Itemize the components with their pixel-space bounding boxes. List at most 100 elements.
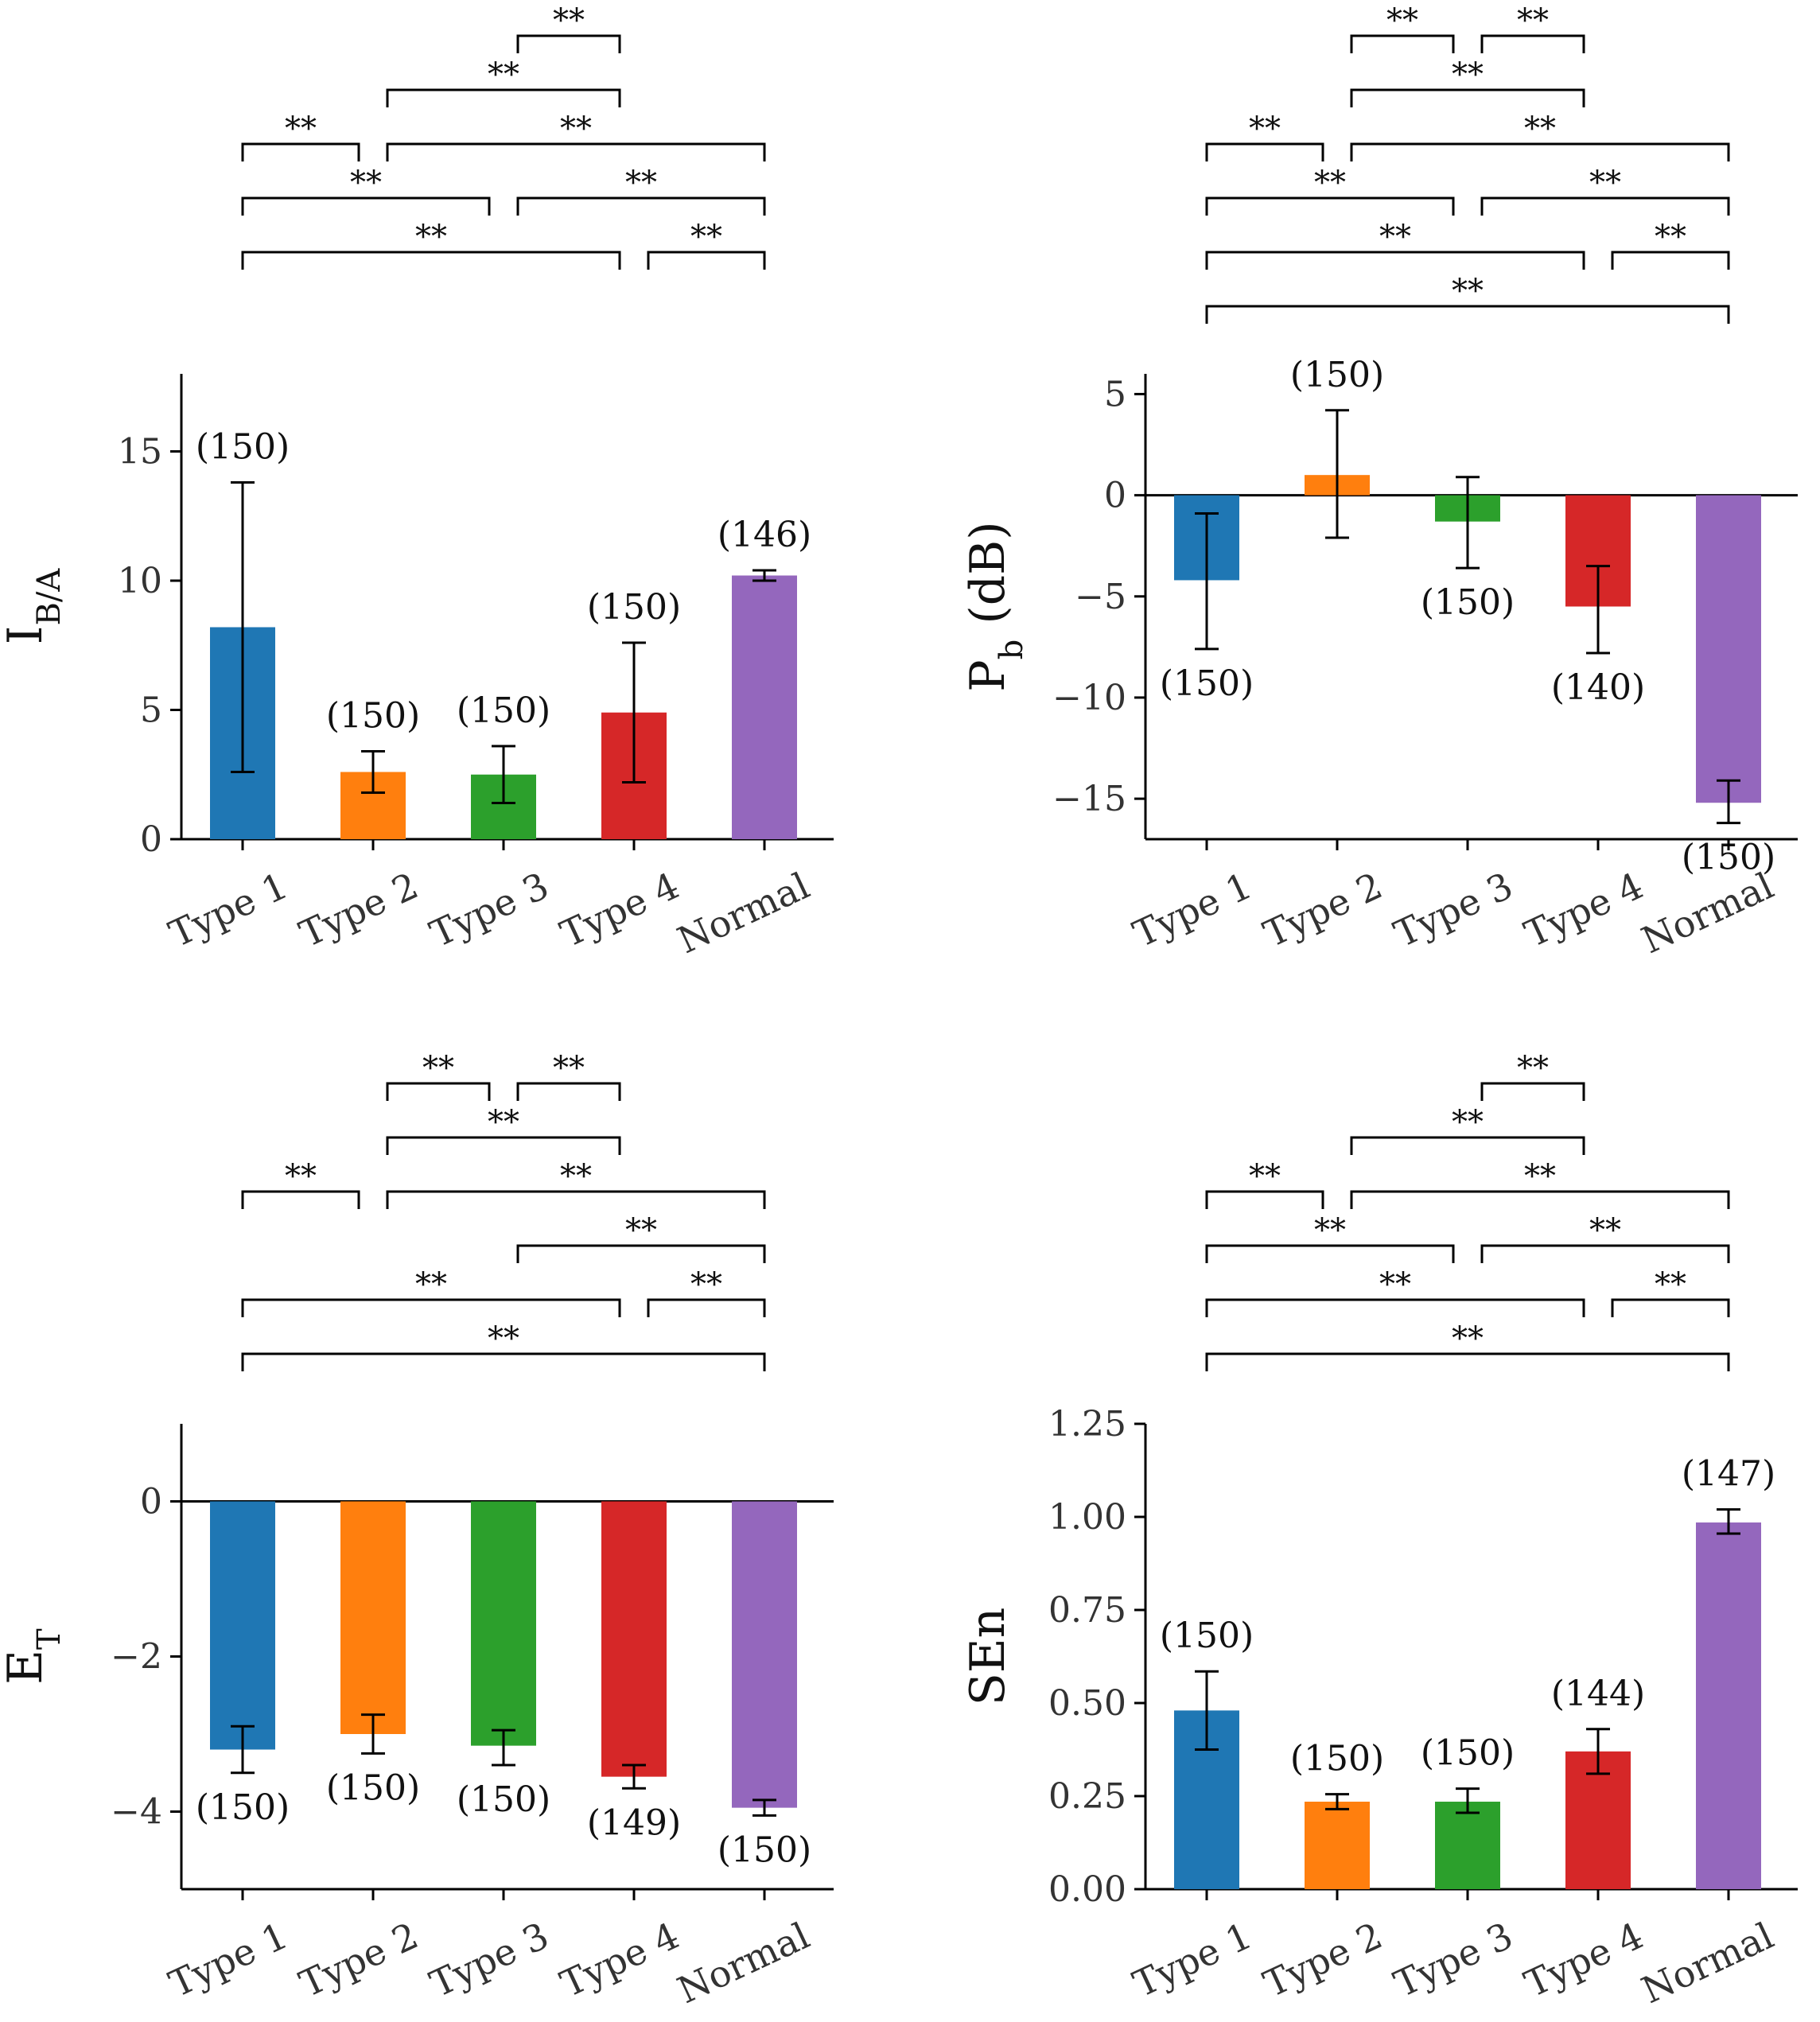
category-label: Type 2 [293, 1914, 424, 2005]
significance-bracket [1205, 142, 1324, 161]
n-label: (150) [1290, 1739, 1384, 1779]
y-tick-label: 15 [118, 432, 162, 472]
category-label: Type 2 [1257, 864, 1388, 955]
y-tick-label: 0.75 [1048, 1590, 1126, 1631]
y-tick-label: 1.00 [1048, 1497, 1126, 1538]
significance-label: ** [553, 1050, 585, 1087]
y-tick-label: 0.00 [1048, 1869, 1126, 1910]
significance-bracket [516, 34, 621, 53]
y-tick-label: −5 [1075, 577, 1126, 617]
significance-bracket [1350, 88, 1585, 107]
significance-bracket [241, 1298, 621, 1317]
y-axis-label: SEn [960, 1608, 1016, 1706]
significance-label: ** [285, 111, 317, 147]
bar-type-1 [210, 1501, 275, 1750]
significance-bracket [1611, 1298, 1730, 1317]
significance-label: ** [1379, 219, 1411, 255]
category-label: Normal [1635, 1914, 1780, 2012]
y-axis-label: IB/A [0, 568, 68, 645]
significance-bracket [1480, 1082, 1585, 1101]
significance-bracket [386, 1190, 766, 1209]
y-axis-label-sub: T [31, 1628, 68, 1650]
significance-label: ** [690, 219, 722, 255]
y-axis-label-sub: b [994, 640, 1030, 660]
n-label: (150) [457, 1779, 550, 1820]
significance-bracket [1611, 251, 1730, 270]
significance-label: ** [1386, 2, 1418, 39]
n-label: (150) [1160, 1616, 1254, 1656]
significance-label: ** [488, 56, 519, 93]
y-axis-label: Pb (dB) [960, 521, 1030, 691]
n-label: (150) [718, 1830, 811, 1870]
n-label: (149) [587, 1802, 681, 1843]
significance-label: ** [560, 111, 592, 147]
significance-bracket [1205, 1352, 1730, 1371]
y-axis-label-main: E [0, 1650, 53, 1685]
significance-bracket [1205, 251, 1585, 270]
bar-normal [1696, 495, 1761, 803]
significance-label: ** [1452, 1104, 1484, 1141]
significance-bracket [647, 1298, 766, 1317]
n-label: (140) [1551, 667, 1645, 708]
significance-bracket [1205, 305, 1730, 324]
significance-label: ** [553, 2, 585, 39]
y-axis-label-main: P [960, 659, 1016, 691]
n-label: (147) [1682, 1454, 1775, 1495]
significance-label: ** [415, 219, 447, 255]
n-label: (150) [1421, 582, 1515, 623]
n-label: (150) [457, 690, 550, 731]
significance-bracket [241, 251, 621, 270]
significance-bracket [1205, 1298, 1585, 1317]
category-label: Type 1 [162, 864, 294, 955]
significance-label: ** [415, 1266, 447, 1303]
category-label: Type 4 [1518, 864, 1649, 955]
significance-bracket [516, 1244, 766, 1263]
category-label: Type 1 [1126, 1914, 1258, 2005]
n-label: (150) [1290, 355, 1384, 395]
y-tick-label: 0 [140, 819, 162, 860]
significance-bracket [1350, 1136, 1585, 1155]
bar-type-4 [601, 1501, 667, 1777]
significance-label: ** [1517, 2, 1549, 39]
category-label: Type 2 [1257, 1914, 1388, 2005]
significance-label: ** [1379, 1266, 1411, 1303]
panel-ib_a: 0 5 10 15 IB/A (150) Type 1 (150) Type 2 (150) Typ… [0, 2, 834, 962]
bar-type-2 [340, 1501, 406, 1734]
significance-bracket [241, 142, 360, 161]
y-tick-label: 0.25 [1048, 1776, 1126, 1817]
significance-label: ** [488, 1320, 519, 1357]
significance-label: ** [285, 1158, 317, 1195]
significance-bracket [1480, 34, 1585, 53]
panel-et: −4 −2 0 ET (150) Type 1 (150) Type 2 (150) Type 3… [0, 1050, 834, 2012]
significance-label: ** [422, 1050, 454, 1087]
significance-bracket [516, 196, 766, 216]
significance-bracket [1205, 1244, 1455, 1263]
n-label: (144) [1551, 1674, 1645, 1714]
significance-label: ** [1452, 1320, 1484, 1357]
significance-label: ** [1589, 165, 1621, 201]
significance-bracket [516, 1082, 621, 1101]
y-tick-label: 0.50 [1048, 1683, 1126, 1724]
significance-label: ** [1524, 1158, 1556, 1195]
bar-type-2 [1305, 1802, 1370, 1889]
category-label: Type 3 [423, 1914, 554, 2005]
category-label: Type 2 [293, 864, 424, 955]
category-label: Type 1 [162, 1914, 294, 2005]
significance-label: ** [625, 1212, 657, 1249]
n-label: (150) [1421, 1733, 1515, 1774]
significance-label: ** [1589, 1212, 1621, 1249]
significance-bracket [1350, 1190, 1730, 1209]
y-axis-label-sub: B/A [31, 568, 68, 626]
category-label: Type 3 [1387, 1914, 1519, 2005]
category-label: Normal [671, 864, 816, 962]
y-axis-label: ET [0, 1628, 68, 1685]
significance-label: ** [1249, 1158, 1281, 1195]
n-label: (146) [718, 515, 811, 555]
significance-label: ** [1452, 56, 1484, 93]
significance-bracket [1480, 196, 1730, 216]
y-tick-label: 0 [1104, 476, 1126, 516]
y-tick-label: 10 [118, 561, 162, 601]
y-tick-label: 1.25 [1048, 1404, 1126, 1445]
significance-bracket [386, 142, 766, 161]
significance-label: ** [560, 1158, 592, 1195]
